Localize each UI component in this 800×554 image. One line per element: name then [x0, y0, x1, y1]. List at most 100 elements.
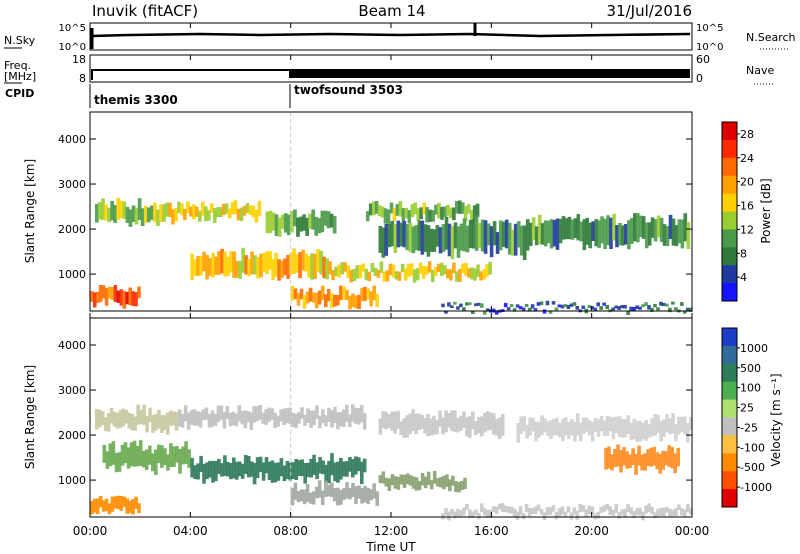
data-cell [95, 408, 99, 430]
data-cell [506, 506, 511, 513]
data-cell [327, 484, 331, 497]
data-cell [223, 251, 227, 277]
colorbar-swatch [722, 435, 737, 454]
data-cell [662, 224, 667, 246]
y-tick-label: 3000 [58, 384, 86, 397]
data-cell [293, 288, 298, 300]
data-cell [125, 291, 129, 305]
data-cell [474, 215, 479, 251]
data-cell [383, 208, 388, 224]
colorbar-tick-label: -25 [740, 421, 758, 434]
data-cell [348, 414, 352, 428]
nave-tick-top: 60 [696, 53, 710, 66]
data-cell [455, 271, 459, 282]
data-cell [462, 218, 467, 252]
data-cell [209, 203, 214, 213]
data-cell [449, 207, 453, 219]
colorbar-swatch [722, 157, 737, 177]
data-cell [395, 204, 400, 216]
data-cell [515, 304, 520, 308]
data-cell [609, 217, 613, 249]
data-cell [628, 454, 632, 469]
data-cell [159, 204, 163, 222]
data-cell [317, 480, 322, 498]
data-cell [397, 271, 402, 281]
data-cell [400, 263, 405, 272]
data-cell [325, 258, 329, 280]
data-cell [453, 511, 457, 519]
data-cell [412, 269, 417, 283]
data-cell [617, 512, 621, 519]
data-cell [174, 412, 179, 431]
data-cell [204, 407, 209, 420]
data-cell [491, 506, 496, 512]
data-cell [108, 443, 113, 467]
data-cell [686, 222, 691, 249]
data-cell [463, 477, 467, 490]
data-cell [605, 416, 610, 436]
data-cell [372, 483, 376, 499]
data-cell [624, 224, 628, 245]
colorbar-swatch [722, 139, 737, 159]
data-cell [95, 498, 100, 515]
data-cell [157, 444, 161, 464]
data-cell [389, 202, 394, 214]
data-cell [665, 226, 670, 247]
data-cell [359, 404, 364, 423]
data-cell [103, 417, 108, 432]
noise-tick-top-right: 10^5 [696, 23, 723, 34]
data-cell [345, 404, 349, 422]
data-cell [438, 227, 443, 254]
data-cell [585, 217, 589, 245]
data-cell [252, 463, 257, 485]
colorbar-tick-label: 28 [740, 128, 754, 141]
data-cell [298, 252, 302, 279]
data-cell [459, 510, 463, 517]
data-cell [223, 455, 227, 476]
time-tick-label: 16:00 [474, 524, 509, 538]
data-cell [456, 306, 460, 310]
data-cell [611, 509, 615, 516]
data-cell [686, 307, 690, 311]
colorbar-swatch [722, 211, 737, 230]
data-cell [104, 287, 109, 306]
data-cell [166, 412, 170, 435]
data-cell [488, 261, 492, 275]
data-cell [101, 285, 106, 299]
data-cell [292, 248, 296, 274]
data-cell [446, 204, 450, 216]
data-cell [160, 445, 164, 468]
data-cell [144, 449, 149, 470]
data-cell [588, 222, 592, 249]
data-cell [570, 219, 575, 240]
data-cell [638, 306, 642, 310]
data-cell [339, 458, 343, 480]
data-cell [647, 222, 652, 246]
data-cell [420, 414, 424, 429]
data-cell [569, 512, 574, 520]
data-cell [112, 411, 117, 427]
data-cell [662, 419, 666, 437]
data-cell [411, 226, 416, 254]
data-cell [620, 509, 624, 516]
data-cell [210, 410, 215, 427]
data-cell [468, 416, 472, 438]
data-cell [205, 462, 209, 480]
data-cell [623, 304, 627, 309]
data-cell [253, 255, 257, 275]
data-cell [163, 448, 167, 466]
data-cell [221, 203, 226, 216]
data-cell [471, 311, 475, 314]
data-cell [131, 499, 135, 515]
data-cell [453, 301, 457, 305]
data-cell [572, 302, 577, 306]
data-cell [590, 306, 595, 310]
data-cell [150, 205, 154, 220]
data-cell [330, 292, 334, 309]
data-cell [469, 209, 474, 225]
data-cell [211, 252, 215, 278]
data-cell [543, 418, 547, 433]
data-cell [524, 504, 529, 512]
data-cell [343, 262, 347, 272]
